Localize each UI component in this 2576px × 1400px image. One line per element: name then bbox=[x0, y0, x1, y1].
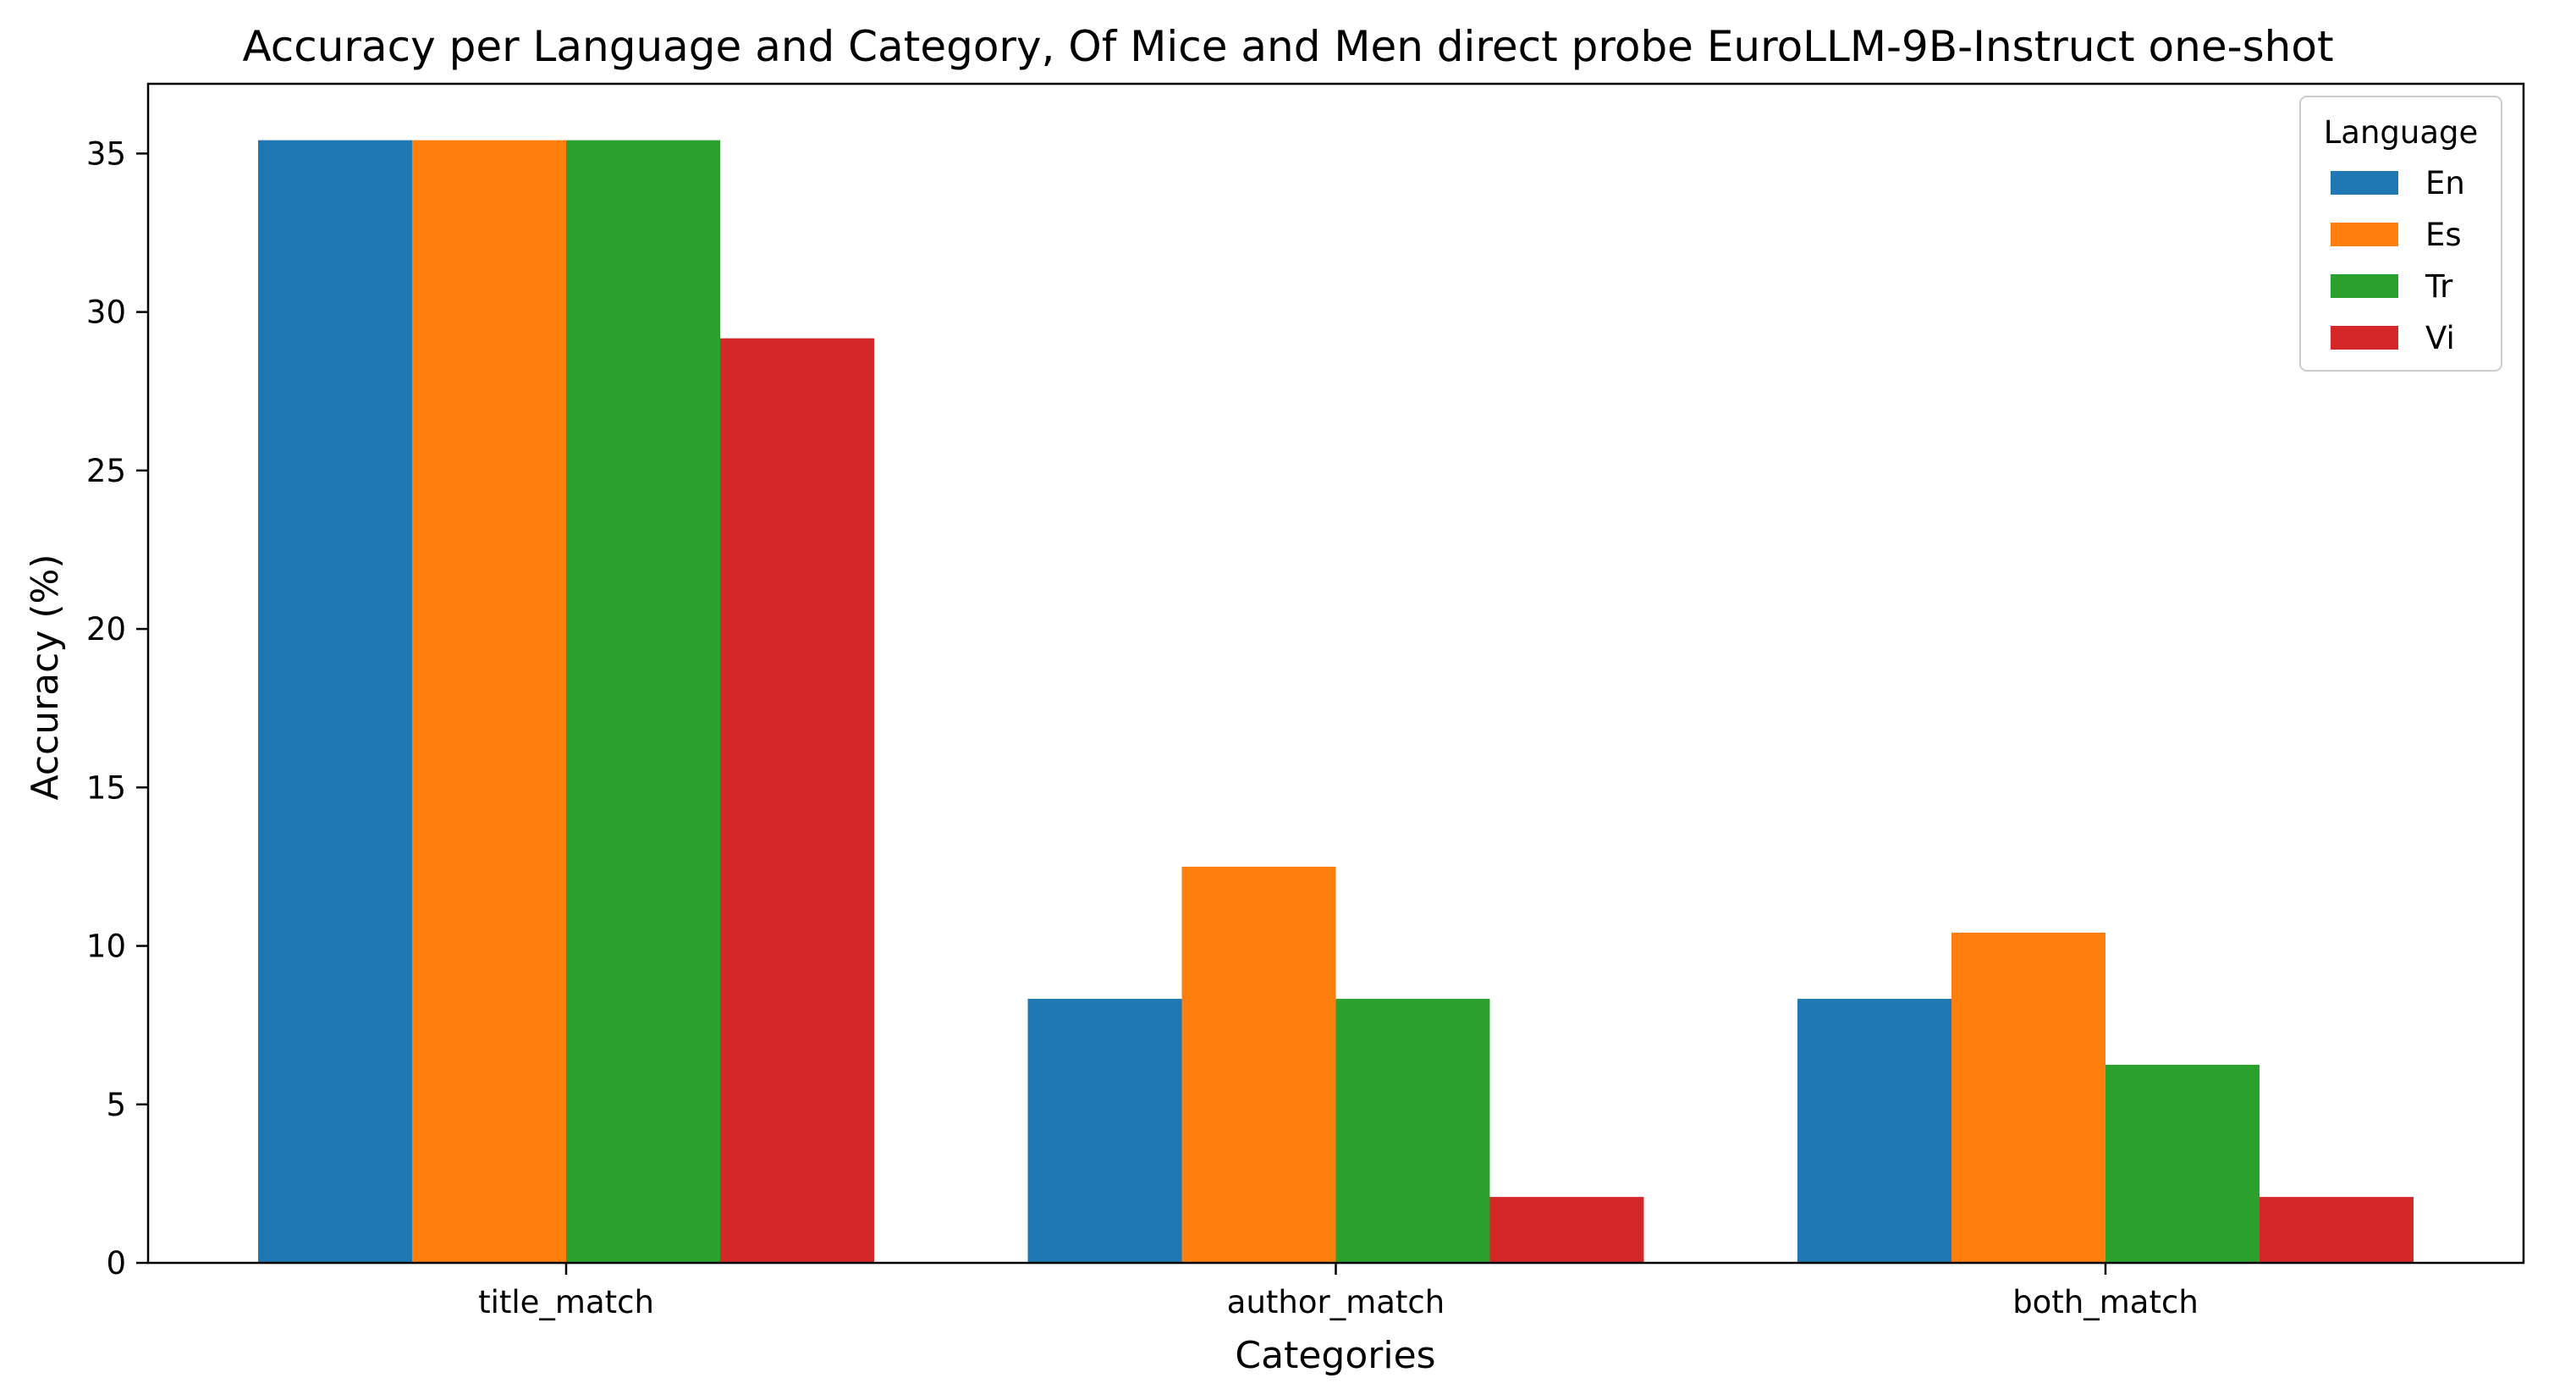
legend-label-en: En bbox=[2425, 165, 2465, 201]
y-tick-label: 25 bbox=[86, 453, 126, 489]
x-tick-label: title_match bbox=[478, 1284, 654, 1320]
y-axis-label: Accuracy (%) bbox=[24, 554, 67, 800]
bar-vi-author_match bbox=[1489, 1197, 1644, 1263]
bar-vi-title_match bbox=[720, 338, 874, 1264]
bar-en-both_match bbox=[1797, 999, 1951, 1263]
legend-swatch-en bbox=[2331, 171, 2398, 195]
bar-tr-both_match bbox=[2105, 1064, 2260, 1263]
y-tick-label: 35 bbox=[86, 135, 126, 172]
plot-area: title_match author_match both_match 0 5 10 15 2… bbox=[86, 82, 2525, 1320]
bar-es-both_match bbox=[1951, 932, 2105, 1263]
legend: Language En Es Tr Vi bbox=[2299, 96, 2502, 372]
plot-frame bbox=[146, 82, 2525, 1265]
legend-label-es: Es bbox=[2425, 217, 2462, 253]
bar-tr-author_match bbox=[1335, 999, 1490, 1263]
bar-es-author_match bbox=[1181, 866, 1336, 1263]
y-tick-label: 20 bbox=[86, 611, 126, 648]
bar-es-title_match bbox=[412, 140, 566, 1263]
bar-en-author_match bbox=[1027, 999, 1182, 1263]
bar-vi-both_match bbox=[2260, 1197, 2414, 1263]
bar-en-title_match bbox=[258, 140, 412, 1263]
legend-label-vi: Vi bbox=[2425, 320, 2455, 356]
chart-title: Accuracy per Language and Category, Of M… bbox=[242, 22, 2333, 71]
y-tick-label: 15 bbox=[86, 769, 126, 806]
legend-swatch-es bbox=[2331, 223, 2398, 246]
legend-swatch-tr bbox=[2331, 274, 2398, 298]
legend-frame bbox=[2299, 96, 2502, 372]
y-tick-label: 10 bbox=[86, 929, 126, 965]
x-tick-label: both_match bbox=[2012, 1284, 2199, 1320]
legend-title: Language bbox=[2324, 114, 2479, 151]
legend-items: En Es Tr Vi bbox=[2331, 165, 2465, 356]
y-tick-label: 5 bbox=[106, 1087, 126, 1123]
x-axis-label: Categories bbox=[1235, 1334, 1435, 1377]
bar-tr-title_match bbox=[566, 140, 720, 1263]
x-tick-label: author_match bbox=[1227, 1284, 1445, 1320]
y-tick-label: 0 bbox=[106, 1245, 126, 1281]
legend-label-tr: Tr bbox=[2425, 268, 2453, 305]
legend-swatch-vi bbox=[2331, 326, 2398, 350]
y-tick-label: 30 bbox=[86, 295, 126, 331]
